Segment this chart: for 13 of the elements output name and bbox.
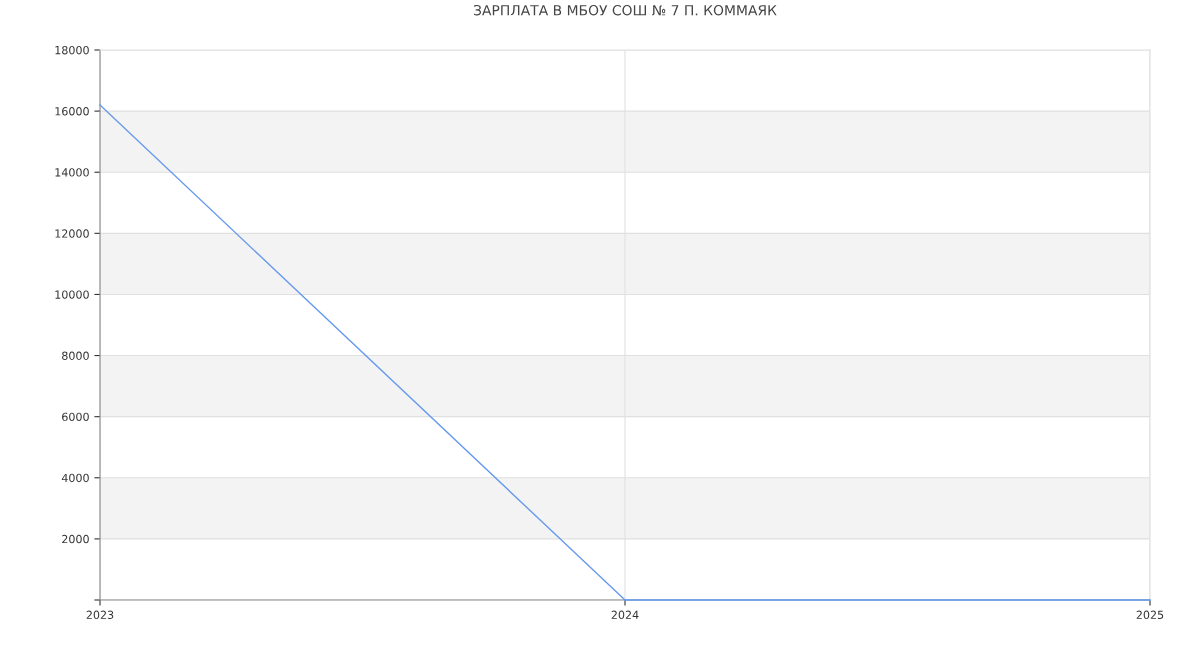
chart-title: ЗАРПЛАТА В МБОУ СОШ № 7 П. КОММАЯК <box>473 4 777 16</box>
y-tick-label: 10000 <box>55 290 89 299</box>
y-tick-label: 14000 <box>55 168 89 177</box>
y-tick-label: 8000 <box>62 351 89 360</box>
y-tick-label: 4000 <box>61 473 89 483</box>
y-tick-label: 12000 <box>55 229 89 238</box>
y-tick-label: 2000 <box>62 534 89 544</box>
y-tick-label: 16000 <box>55 107 89 116</box>
x-tick-label: 2024 <box>611 610 639 620</box>
y-tick-label: 18000 <box>55 45 89 55</box>
x-tick-label: 2023 <box>86 610 114 620</box>
x-tick-label: 2025 <box>1136 610 1164 620</box>
y-tick-label: 6000 <box>62 412 89 422</box>
